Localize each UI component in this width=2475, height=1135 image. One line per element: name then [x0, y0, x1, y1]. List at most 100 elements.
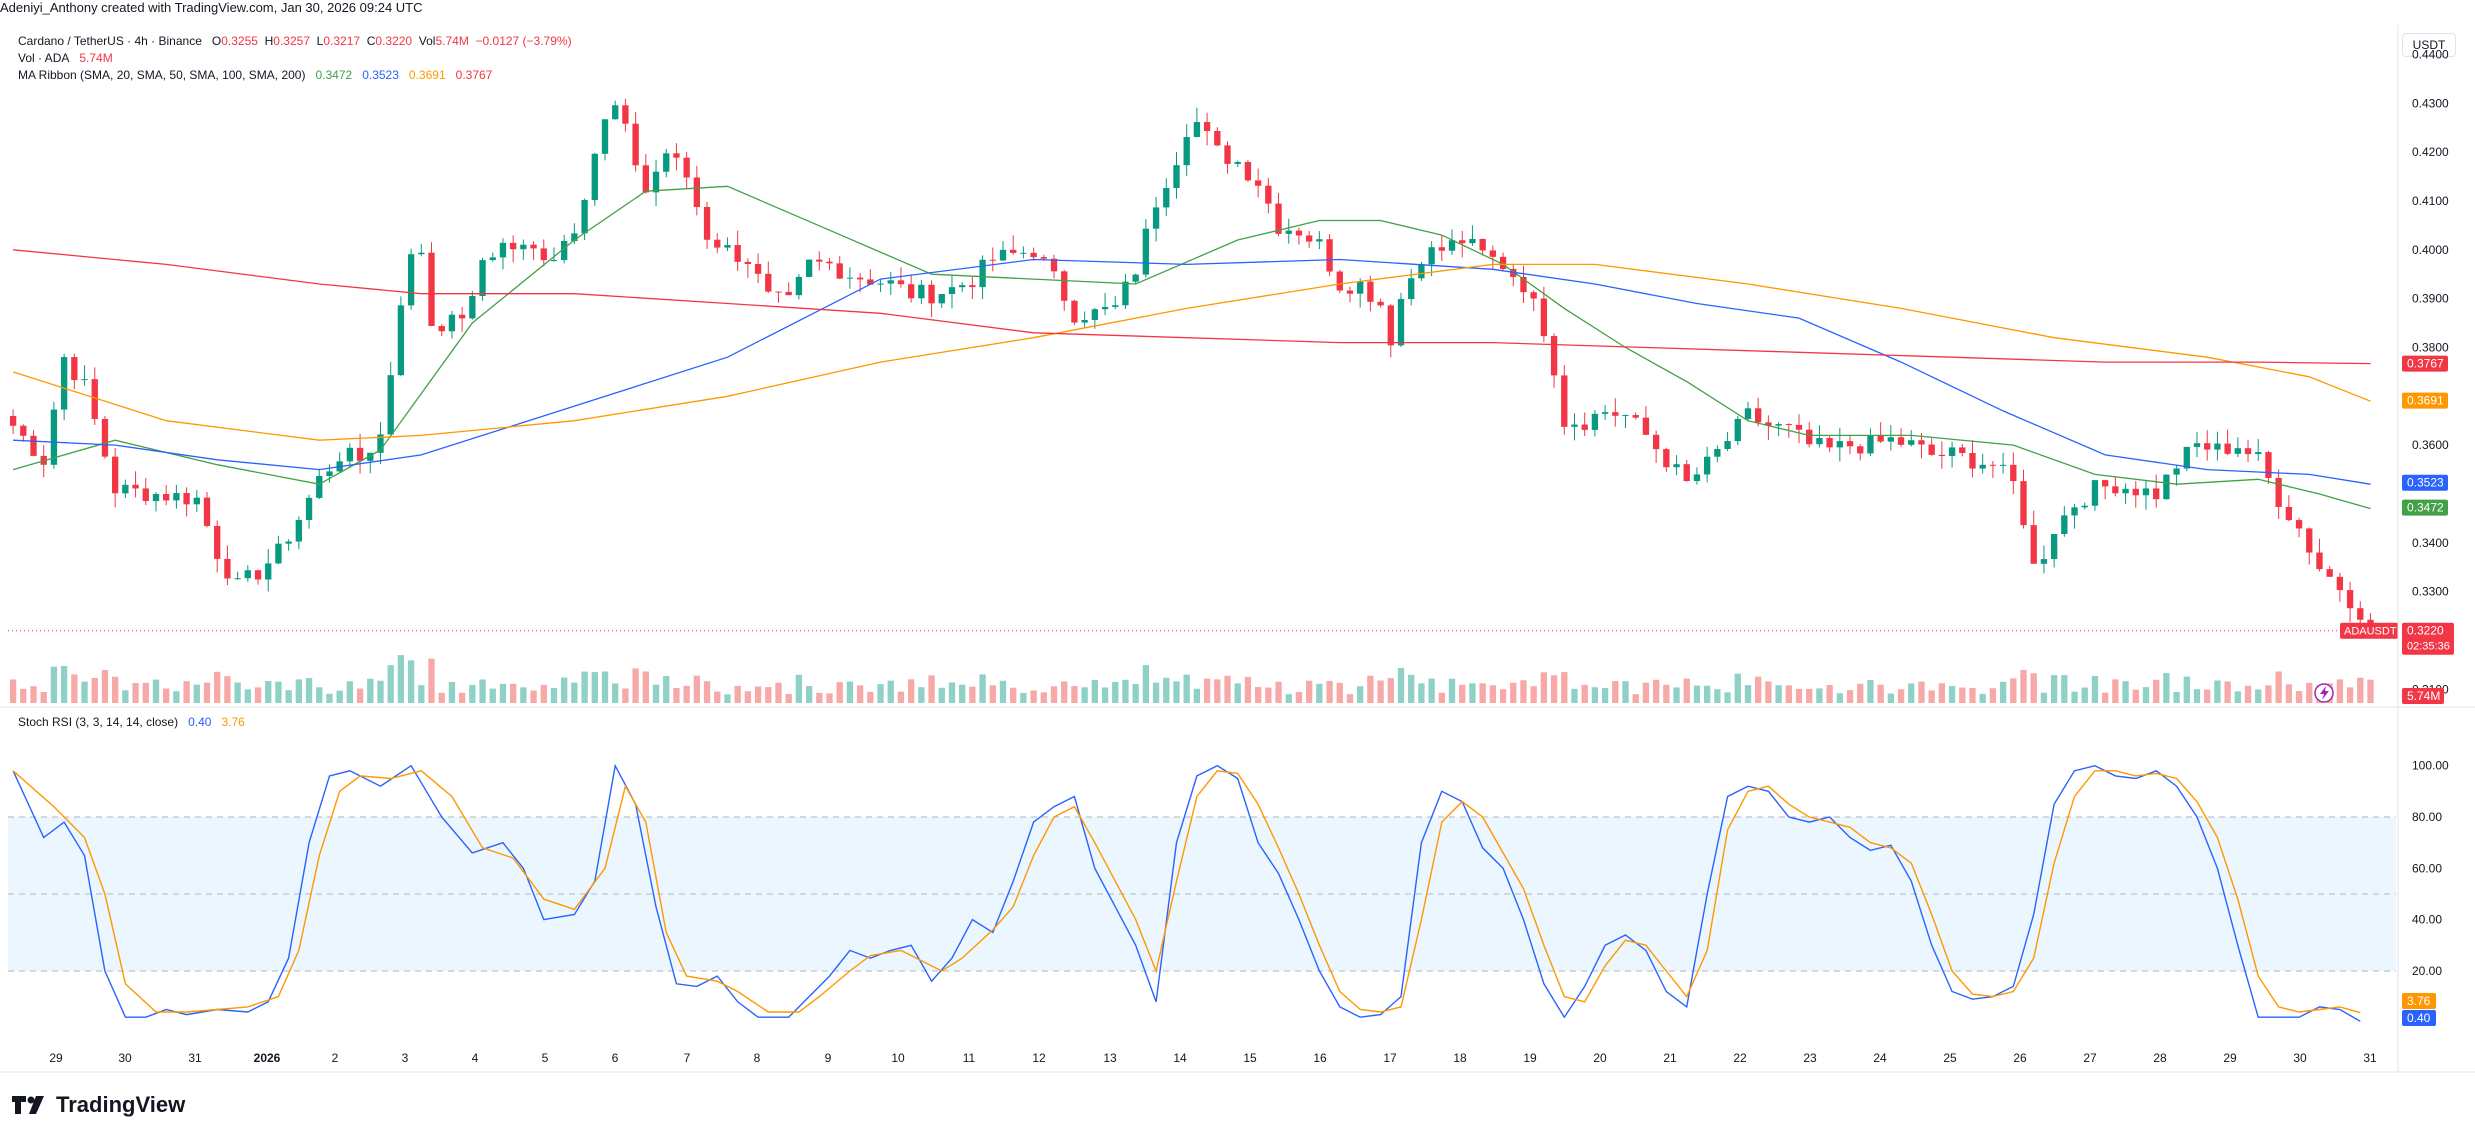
volume-bar [1948, 686, 1956, 703]
candle-body [2265, 452, 2272, 478]
tradingview-logo-icon [12, 1096, 44, 1114]
symbol-title[interactable]: Cardano / TetherUS · 4h · Binance [18, 34, 202, 48]
high-value: 0.3257 [273, 34, 310, 48]
candle-body [1887, 437, 1895, 442]
candle-body [1122, 281, 1129, 306]
volume-bar [1785, 685, 1792, 703]
volume-bar [1020, 692, 1027, 703]
candle-body [448, 314, 456, 332]
rsi-tick-label: 40.00 [2412, 913, 2442, 927]
time-tick-label: 27 [2083, 1051, 2097, 1065]
volume-bar [1826, 685, 1833, 703]
candle-body [1397, 299, 1405, 346]
chart-canvas[interactable]: 0.44000.43000.42000.41000.40000.39000.38… [0, 0, 2475, 1080]
candle-body [887, 280, 894, 284]
candle-body [1979, 464, 1986, 469]
sma100-line [12, 263, 2371, 441]
tradingview-footer[interactable]: TradingView [10, 1092, 185, 1118]
candle-body [356, 447, 364, 461]
volume-bar [1846, 690, 1854, 703]
time-tick-label: 15 [1243, 1051, 1257, 1065]
volume-bar [938, 687, 945, 703]
time-tick-label: 29 [2223, 1051, 2237, 1065]
price-tick-label: 0.3800 [2412, 340, 2449, 354]
candle-body [734, 245, 741, 262]
candle-body [377, 434, 384, 453]
candle-body [1275, 203, 1282, 234]
candle-body [1663, 449, 1670, 468]
volume-bar [877, 684, 884, 703]
time-tick-label: 29 [49, 1051, 63, 1065]
candle-body [856, 277, 864, 280]
candle-body [1540, 298, 1548, 337]
volume-badge-text: 5.74M [2407, 689, 2440, 703]
candle-body [1836, 441, 1843, 448]
volume-bar [2010, 678, 2017, 703]
candle-body [2285, 506, 2293, 521]
volume-bar [2122, 681, 2129, 703]
candle-body [928, 284, 935, 304]
candle-body [1612, 412, 1619, 416]
price-tick-label: 0.4200 [2412, 145, 2449, 159]
volume-bar [122, 690, 129, 703]
volume-bar [2224, 681, 2231, 703]
candle-body [1438, 247, 1445, 251]
volume-bar [1734, 673, 1741, 703]
volume-bar [2367, 679, 2374, 703]
volume-bar [1091, 679, 1099, 703]
volume-bar [1071, 685, 1078, 703]
volume-bar [1581, 684, 1588, 703]
volume-bar [1857, 683, 1864, 703]
volume-bar [1030, 690, 1037, 703]
candle-body [1459, 240, 1466, 244]
volume-bar [1550, 675, 1558, 703]
volume-bar [1142, 665, 1150, 703]
candle-body [714, 239, 721, 248]
stoch-rsi-band [8, 816, 2396, 971]
time-tick-label: 21 [1663, 1051, 1677, 1065]
volume-bar [1673, 687, 1680, 703]
volume-indicator-label[interactable]: Vol · ADA [18, 51, 70, 65]
time-tick-label: 31 [188, 1051, 202, 1065]
time-tick-label: 7 [684, 1051, 691, 1065]
sma20-line [12, 185, 2371, 510]
volume-bar [1479, 683, 1486, 703]
candle-body [571, 233, 578, 241]
volume-bar [214, 671, 221, 703]
candle-body [1938, 454, 1946, 456]
candle-body [111, 456, 119, 494]
volume-bar [520, 687, 527, 703]
candle-body [265, 563, 272, 580]
time-tick-label: 3 [402, 1051, 409, 1065]
volume-bar [2183, 676, 2190, 703]
candle-body [816, 259, 823, 262]
volume-bar [591, 672, 598, 703]
candle-body [1806, 429, 1813, 445]
candle-body [1418, 264, 1425, 279]
candle-body [1203, 122, 1211, 131]
volume-bar [2091, 675, 2099, 703]
candle-body [1448, 240, 1456, 251]
low-label: L [316, 34, 324, 48]
candle-body [275, 543, 282, 564]
candle-body [234, 578, 241, 580]
volume-bar [1755, 676, 1762, 703]
volume-bar [959, 684, 966, 703]
candle-body [30, 435, 37, 456]
candle-body [1683, 464, 1690, 482]
candle-body [1254, 180, 1262, 186]
currency-button[interactable]: USDT [2402, 33, 2456, 57]
volume-bar [2040, 692, 2048, 703]
candle-body [1581, 424, 1588, 430]
candle-body [60, 357, 68, 410]
price-tick-label: 0.4300 [2412, 96, 2449, 110]
candle-body [1163, 187, 1170, 208]
lightning-glyph-icon [2320, 686, 2329, 700]
candle-body [673, 153, 680, 158]
candle-body [1326, 239, 1333, 272]
stoch-rsi-label[interactable]: Stoch RSI (3, 3, 14, 14, close) [18, 715, 179, 729]
candle-body [1081, 320, 1088, 323]
ma-ribbon-label[interactable]: MA Ribbon (SMA, 20, SMA, 50, SMA, 100, S… [18, 68, 306, 82]
volume-bar [1122, 679, 1129, 703]
time-tick-label: 12 [1032, 1051, 1046, 1065]
